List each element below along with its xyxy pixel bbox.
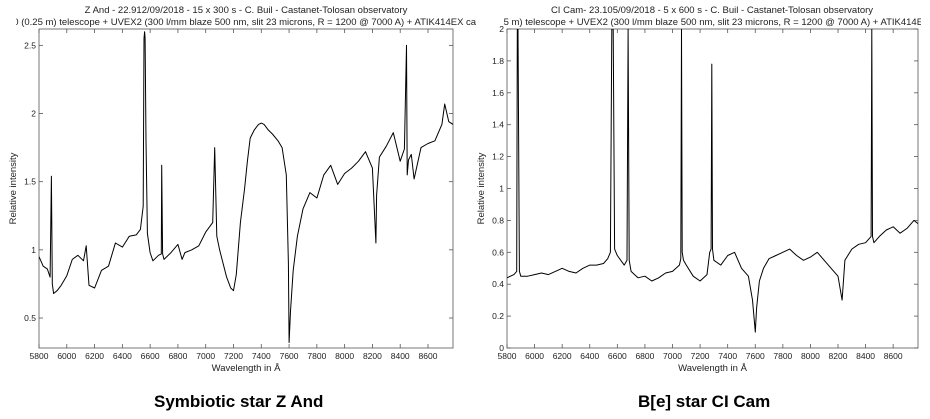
chart-ci-cam: CI Cam- 23.105/09/2018 - 5 x 600 s - C. … xyxy=(460,5,930,374)
spectrum-line xyxy=(507,29,918,333)
x-tick-label: 6800 xyxy=(635,351,654,361)
y-tick-label: 1 xyxy=(499,184,504,194)
y-tick-label: 0.8 xyxy=(492,215,504,225)
x-axis-label: Wavelength in Å xyxy=(212,363,281,374)
x-tick-label: 6000 xyxy=(57,351,76,361)
x-tick-label: 7200 xyxy=(224,351,243,361)
x-tick-label: 8200 xyxy=(829,351,848,361)
x-tick-label: 8600 xyxy=(419,351,438,361)
x-tick-label: 7800 xyxy=(773,351,792,361)
x-tick-label: 8200 xyxy=(363,351,382,361)
spectrum-line xyxy=(39,31,453,343)
x-tick-label: 7400 xyxy=(718,351,737,361)
chart-title: CI Cam- 23.105/09/2018 - 5 x 600 s - C. … xyxy=(551,5,873,16)
chart-subtitle: RC10 (0.25 m) telescope + UVEX2 (300 l/m… xyxy=(460,17,930,28)
x-tick-label: 8400 xyxy=(391,351,410,361)
y-tick-label: 0.4 xyxy=(492,279,504,289)
x-tick-label: 6800 xyxy=(168,351,187,361)
y-axis-label: Relative intensity xyxy=(476,152,487,224)
chart-subtitle: RC10 (0.25 m) telescope + UVEX2 (300 l/m… xyxy=(0,17,498,28)
y-tick-label: 0.2 xyxy=(492,311,504,321)
x-tick-label: 5800 xyxy=(498,351,517,361)
x-tick-label: 8600 xyxy=(884,351,903,361)
x-tick-label: 6200 xyxy=(85,351,104,361)
y-tick-label: 2 xyxy=(499,24,504,34)
x-axis-label: Wavelength in Å xyxy=(678,363,747,374)
y-axis-label: Relative intensity xyxy=(8,152,19,224)
x-tick-label: 6200 xyxy=(553,351,572,361)
x-tick-label: 7800 xyxy=(307,351,326,361)
y-tick-label: 1 xyxy=(31,245,36,255)
x-tick-label: 6400 xyxy=(113,351,132,361)
y-tick-label: 1.4 xyxy=(492,120,504,130)
caption-ci-cam: B[e] star CI Cam xyxy=(638,392,771,411)
y-tick-label: 2.5 xyxy=(24,40,36,50)
x-tick-label: 7000 xyxy=(196,351,215,361)
x-tick-label: 8400 xyxy=(856,351,875,361)
y-tick-label: 0.6 xyxy=(492,247,504,257)
x-tick-label: 6600 xyxy=(608,351,627,361)
chart-z-and: Z And - 22.912/09/2018 - 15 x 300 s - C.… xyxy=(0,5,498,374)
y-tick-label: 1.5 xyxy=(24,177,36,187)
x-tick-label: 7600 xyxy=(746,351,765,361)
x-tick-label: 7200 xyxy=(691,351,710,361)
y-tick-label: 2 xyxy=(31,109,36,119)
x-tick-label: 7600 xyxy=(280,351,299,361)
caption-z-and: Symbiotic star Z And xyxy=(154,392,324,411)
x-tick-label: 5800 xyxy=(30,351,49,361)
x-tick-label: 8000 xyxy=(335,351,354,361)
x-tick-label: 6000 xyxy=(525,351,544,361)
plot-frame xyxy=(38,28,454,349)
y-tick-label: 0.5 xyxy=(24,313,36,323)
x-tick-label: 7400 xyxy=(252,351,271,361)
y-tick-label: 0 xyxy=(499,343,504,353)
x-tick-label: 8000 xyxy=(801,351,820,361)
x-tick-label: 6600 xyxy=(141,351,160,361)
y-tick-label: 1.8 xyxy=(492,56,504,66)
y-tick-label: 1.6 xyxy=(492,88,504,98)
x-tick-label: 6400 xyxy=(580,351,599,361)
x-tick-label: 7000 xyxy=(663,351,682,361)
y-tick-label: 1.2 xyxy=(492,152,504,162)
chart-title: Z And - 22.912/09/2018 - 15 x 300 s - C.… xyxy=(85,5,408,16)
